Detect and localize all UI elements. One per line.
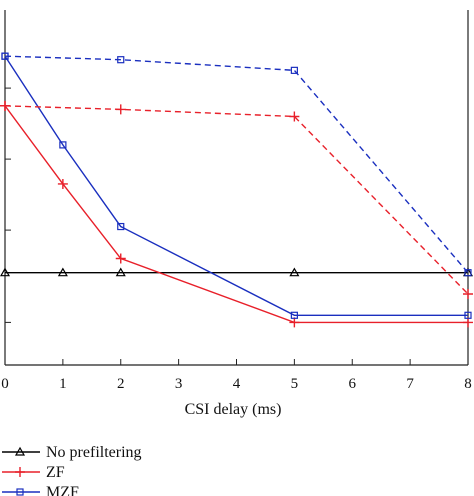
- x-tick-label: 0: [1, 376, 9, 392]
- data-point: [57, 267, 68, 277]
- data-point: [464, 311, 472, 319]
- x-axis-label: CSI delay (ms): [185, 401, 282, 418]
- series-line: [4, 105, 468, 324]
- series-line: [4, 105, 469, 295]
- legend-entry: ZF: [2, 464, 65, 481]
- series-mzf: [1, 52, 472, 319]
- legend-label: No prefiltering: [46, 444, 142, 461]
- series-line: [4, 55, 468, 316]
- data-point: [0, 100, 10, 111]
- data-point: [115, 253, 126, 264]
- data-point: [463, 289, 473, 299]
- data-point: [115, 267, 126, 277]
- legend-marker: [16, 488, 24, 496]
- series-layer: [0, 52, 474, 328]
- data-point: [57, 178, 68, 189]
- data-point: [117, 222, 125, 231]
- x-tick-label: 5: [291, 376, 299, 392]
- axes: 0 1 2 3 4 5 6 7 8: [1, 10, 472, 392]
- data-point: [463, 317, 473, 328]
- data-point: [289, 267, 300, 277]
- data-point: [290, 311, 298, 319]
- legend-entry: MZF: [2, 484, 79, 496]
- data-point: [289, 317, 300, 328]
- x-tick-label: 6: [349, 376, 357, 392]
- legend-entry: No prefiltering: [2, 444, 142, 461]
- series-no-prefiltering: [0, 267, 474, 277]
- data-point: [115, 104, 126, 115]
- data-point: [0, 267, 11, 277]
- data-point: [1, 52, 9, 60]
- series-zf: [0, 100, 473, 328]
- series-line: [4, 55, 469, 274]
- data-point: [117, 56, 125, 64]
- legend-marker: [14, 446, 26, 456]
- legend: No prefiltering ZF MZF: [2, 444, 142, 496]
- x-tick-label: 3: [175, 376, 183, 392]
- x-tick-label: 4: [233, 376, 241, 392]
- x-tick-label: 1: [59, 376, 67, 392]
- data-point: [290, 66, 298, 74]
- series-dashed-3: [0, 100, 473, 299]
- x-tick-label: 2: [117, 376, 125, 392]
- legend-label: MZF: [46, 484, 79, 496]
- data-point: [464, 269, 472, 277]
- x-tick-label: 7: [406, 376, 414, 392]
- data-point: [289, 111, 300, 122]
- series-dashed-4: [1, 52, 472, 277]
- data-point: [59, 141, 67, 149]
- x-tick-label: 8: [464, 376, 472, 392]
- legend-label: ZF: [46, 464, 65, 481]
- legend-marker: [15, 467, 25, 477]
